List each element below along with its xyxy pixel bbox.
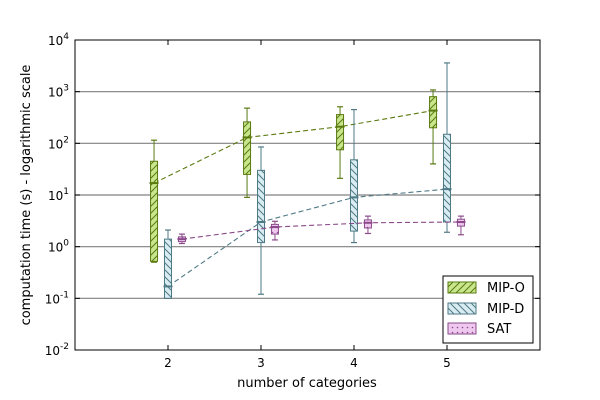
y-tick-label: 100 bbox=[48, 239, 69, 255]
box-mip-o bbox=[149, 139, 159, 263]
box-iqr bbox=[150, 160, 159, 262]
box-iqr bbox=[429, 96, 438, 129]
y-tick-label: 10-1 bbox=[45, 290, 69, 306]
box-sat bbox=[363, 215, 373, 235]
legend-label-mip-d: MIP-D bbox=[487, 302, 524, 317]
y-tick-label: 101 bbox=[48, 187, 69, 203]
series-layer bbox=[149, 62, 466, 299]
box-iqr bbox=[443, 133, 451, 223]
legend-label-mip-o: MIP-O bbox=[487, 281, 525, 296]
box-mip-d bbox=[256, 146, 266, 295]
box-sat bbox=[270, 220, 280, 241]
box-mip-o bbox=[428, 89, 438, 165]
box-mip-d bbox=[349, 108, 359, 244]
legend: MIP-O MIP-D SAT bbox=[442, 275, 534, 344]
box-sat bbox=[456, 215, 466, 236]
y-axis-title: computation time (s) - logarithmic scale bbox=[19, 65, 34, 326]
x-tick-label: 2 bbox=[164, 356, 172, 370]
legend-swatch-mip-d bbox=[447, 302, 477, 315]
box-iqr bbox=[336, 114, 345, 151]
legend-label-sat: SAT bbox=[487, 322, 511, 337]
y-tick-label: 102 bbox=[48, 135, 69, 151]
series-mip-d bbox=[163, 62, 452, 299]
x-axis-title: number of categories bbox=[237, 376, 377, 391]
legend-swatch-sat bbox=[447, 322, 477, 335]
median-trend-line-mip-d bbox=[167, 188, 448, 287]
series-sat bbox=[177, 215, 466, 245]
box-sat bbox=[177, 233, 187, 245]
y-tick-label: 104 bbox=[48, 32, 69, 48]
box-mip-o bbox=[335, 106, 345, 179]
box-iqr bbox=[164, 238, 172, 299]
series-mip-o bbox=[149, 89, 438, 263]
box-mip-o bbox=[242, 107, 252, 198]
y-tick-label: 103 bbox=[48, 84, 69, 100]
x-tick-label: 5 bbox=[443, 356, 451, 370]
box-iqr bbox=[243, 121, 252, 175]
x-tick-label: 3 bbox=[257, 356, 265, 370]
axis-ticks: 10-2 10-1 100 101 102 103 104 2 3 4 5 bbox=[45, 32, 540, 370]
box-mip-d bbox=[442, 62, 452, 233]
box-mip-d bbox=[163, 229, 173, 299]
y-tick-label: 10-2 bbox=[45, 342, 69, 358]
box-iqr bbox=[270, 223, 279, 235]
legend-swatch-mip-o bbox=[447, 281, 477, 294]
x-tick-label: 4 bbox=[350, 356, 358, 370]
median-trend-line-sat bbox=[181, 221, 461, 240]
grid-lines bbox=[75, 91, 540, 299]
box-iqr bbox=[257, 169, 265, 244]
box-iqr bbox=[350, 159, 358, 232]
median-trend-line-mip-o bbox=[153, 110, 434, 184]
box-iqr bbox=[363, 219, 372, 229]
